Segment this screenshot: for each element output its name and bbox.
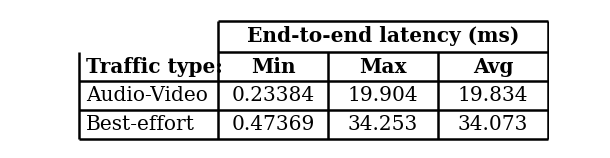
Text: Min: Min — [251, 57, 295, 76]
Text: Traffic type:: Traffic type: — [85, 57, 223, 76]
Text: 19.904: 19.904 — [348, 86, 418, 105]
Text: End-to-end latency (ms): End-to-end latency (ms) — [247, 26, 519, 46]
Text: 0.47369: 0.47369 — [231, 115, 315, 134]
Text: Avg: Avg — [473, 57, 513, 76]
Text: Best-effort: Best-effort — [85, 115, 195, 134]
Text: Max: Max — [359, 57, 407, 76]
Text: Audio-Video: Audio-Video — [85, 86, 207, 105]
Text: 34.073: 34.073 — [458, 115, 528, 134]
Text: 0.23384: 0.23384 — [232, 86, 315, 105]
Text: 34.253: 34.253 — [348, 115, 418, 134]
Text: 19.834: 19.834 — [458, 86, 528, 105]
